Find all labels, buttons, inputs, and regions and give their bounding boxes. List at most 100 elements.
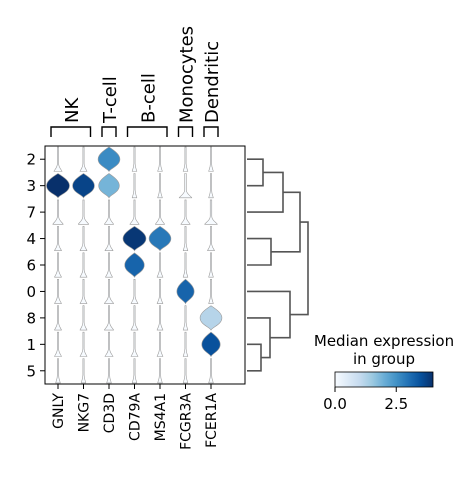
violin-3-NKG7 — [72, 173, 95, 199]
violin-6-NKG7 — [79, 252, 88, 278]
violin-5-GNLY — [55, 358, 61, 384]
violin-4-CD79A — [122, 226, 147, 252]
gene-label-CD79A: CD79A — [128, 393, 144, 441]
bracket-dendritic — [203, 126, 219, 137]
violin-1-CD3D — [104, 331, 114, 357]
bracket-t-cell — [101, 126, 117, 137]
violin-1-NKG7 — [79, 331, 88, 357]
violin-6-FCGR3A — [182, 252, 189, 278]
group-label-monocytes: Monocytes — [177, 26, 198, 123]
violin-8-MS4A1 — [156, 305, 164, 331]
violin-0-GNLY — [54, 278, 62, 304]
violin-0-CD3D — [104, 278, 114, 304]
violin-7-CD3D — [104, 199, 114, 225]
dendro-2-3 — [247, 158, 264, 187]
violin-2-FCGR3A — [182, 146, 189, 172]
colorbar-title-line-2: in group — [353, 350, 415, 368]
violin-5-FCGR3A — [182, 358, 189, 384]
gene-label-CD3D: CD3D — [102, 393, 118, 433]
violin-6-GNLY — [54, 252, 62, 278]
cluster-label-8: 8 — [26, 309, 36, 327]
group-label-nk: NK — [62, 97, 83, 123]
gene-label-NKG7: NKG7 — [77, 393, 93, 432]
violin-5-MS4A1 — [157, 358, 163, 384]
dendro-4-6 — [247, 237, 272, 266]
violin-1-GNLY — [54, 331, 62, 357]
violin-7-FCER1A — [204, 199, 218, 225]
violin-2-CD3D — [97, 146, 121, 173]
violin-6-CD3D — [105, 252, 113, 278]
violin-5-NKG7 — [80, 358, 87, 384]
group-label-b-cell: B-cell — [138, 73, 159, 123]
gene-label-GNLY: GNLY — [51, 393, 67, 429]
violin-1-CD79A — [130, 331, 139, 357]
violin-8-FCGR3A — [182, 305, 189, 331]
violin-4-FCGR3A — [182, 226, 189, 252]
violin-3-FCER1A — [208, 173, 214, 199]
violin-6-CD79A — [124, 252, 145, 278]
gene-group-brackets: NK T-cell B-cell Monocytes Dendritic — [50, 26, 223, 137]
cluster-label-1: 1 — [26, 336, 36, 354]
violin-2-GNLY — [53, 146, 63, 172]
group-label-dendritic: Dendritic — [202, 41, 223, 123]
colorbar: Median expression in group 0.0 2.5 — [314, 332, 454, 413]
violin-0-CD79A — [130, 278, 139, 304]
violin-7-CD79A — [129, 199, 140, 225]
gene-label-FCGR3A: FCGR3A — [179, 393, 195, 450]
violin-8-GNLY — [54, 305, 62, 331]
dendro-root — [290, 221, 309, 316]
violin-1-MS4A1 — [156, 331, 164, 357]
violin-7-MS4A1 — [155, 199, 165, 225]
gene-label-MS4A1: MS4A1 — [153, 393, 169, 441]
gene-axis: GNLY NKG7 CD3D CD79A MS4A1 FCGR3A FCER1A — [51, 384, 220, 450]
cluster-label-5: 5 — [26, 362, 36, 380]
violin-0-MS4A1 — [156, 278, 164, 304]
violin-4-NKG7 — [79, 226, 88, 252]
gene-label-FCER1A: FCER1A — [204, 393, 220, 448]
violin-2-NKG7 — [79, 146, 88, 172]
violin-grid — [46, 146, 223, 384]
dendro-top-cluster — [271, 191, 301, 253]
violin-3-FCGR3A — [178, 173, 193, 199]
colorbar-tick-label-0.0: 0.0 — [323, 395, 347, 413]
bracket-nk — [50, 126, 92, 137]
violin-3-CD3D — [98, 173, 120, 199]
violin-5-CD79A — [131, 358, 138, 384]
violin-2-MS4A1 — [157, 146, 163, 172]
violin-7-GNLY — [52, 199, 64, 225]
violin-1-FCER1A — [201, 331, 221, 358]
violin-5-CD3D — [106, 358, 112, 384]
dendro-8-15 — [247, 317, 271, 359]
dendro-23-7 — [247, 171, 284, 213]
violin-7-FCGR3A — [180, 199, 191, 225]
violin-6-MS4A1 — [156, 252, 164, 278]
violin-4-FCER1A — [207, 226, 215, 252]
violin-4-GNLY — [54, 226, 62, 252]
cluster-label-6: 6 — [26, 257, 36, 275]
dendrogram — [247, 158, 309, 372]
colorbar-gradient — [334, 371, 434, 388]
violin-3-GNLY — [46, 173, 70, 199]
violin-8-CD79A — [130, 305, 139, 331]
dendro-0-rest — [247, 290, 291, 339]
cluster-label-4: 4 — [26, 230, 36, 248]
cluster-label-0: 0 — [26, 283, 36, 301]
violin-5-FCER1A — [208, 358, 214, 384]
violin-8-NKG7 — [79, 305, 88, 331]
violin-0-FCER1A — [208, 278, 214, 304]
violin-4-MS4A1 — [148, 226, 172, 252]
cluster-label-3: 3 — [26, 177, 36, 195]
violin-3-MS4A1 — [157, 173, 163, 199]
violin-3-CD79A — [131, 173, 138, 199]
violin-0-NKG7 — [79, 278, 88, 304]
violin-8-FCER1A — [199, 305, 223, 331]
cluster-axis: 2 3 7 4 6 0 8 1 5 — [26, 151, 45, 380]
violin-2-CD79A — [131, 146, 138, 172]
violin-7-NKG7 — [78, 199, 89, 225]
cluster-label-2: 2 — [26, 151, 36, 169]
violin-6-FCER1A — [208, 252, 214, 278]
cluster-label-7: 7 — [26, 204, 36, 222]
colorbar-title-line-1: Median expression — [314, 332, 454, 350]
violin-1-FCGR3A — [182, 331, 189, 357]
